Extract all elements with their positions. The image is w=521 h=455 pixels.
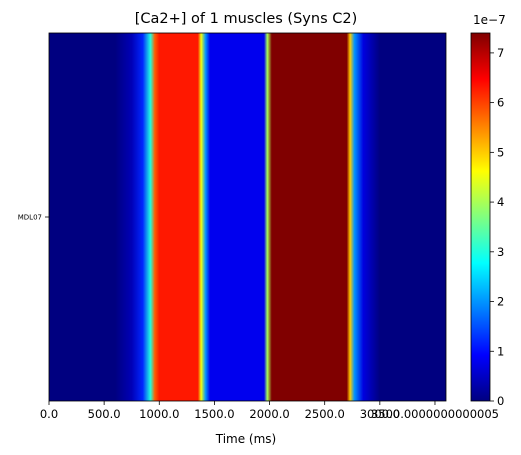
colorbar-tick-label: 6 bbox=[497, 96, 504, 110]
colorbar bbox=[471, 33, 490, 401]
x-tick-label: 0.0 bbox=[40, 407, 58, 421]
colorbar-axis: 0 1 2 3 4 5 6 7 bbox=[490, 46, 504, 408]
colorbar-frame bbox=[470, 32, 491, 402]
colorbar-tick-label: 1 bbox=[497, 344, 504, 358]
x-axis: 0.0 500.0 1000.0 1500.0 2000.0 2500.0 3000.035… bbox=[40, 401, 499, 421]
x-tick-label: 1000.0 bbox=[139, 407, 179, 421]
y-tick-label: MDL07 bbox=[18, 214, 42, 222]
x-axis-label: Time (ms) bbox=[215, 432, 277, 446]
x-tick-label: 2500.0 bbox=[305, 407, 345, 421]
x-tick-label: 3500.0000000000005 bbox=[371, 407, 499, 421]
x-tick-label: 2000.0 bbox=[249, 407, 289, 421]
colorbar-tick-label: 0 bbox=[497, 394, 504, 408]
x-tick-label: 500.0 bbox=[88, 407, 121, 421]
colorbar-tick-label: 4 bbox=[497, 195, 504, 209]
colorbar-tick-label: 7 bbox=[497, 46, 504, 60]
colorbar-exponent-label: 1e−7 bbox=[473, 13, 506, 27]
colorbar-tick-label: 2 bbox=[497, 295, 504, 309]
colorbar-tick-label: 3 bbox=[497, 245, 504, 259]
chart-title: [Ca2+] of 1 muscles (Syns C2) bbox=[135, 11, 357, 27]
x-tick-label: 3000.0 bbox=[360, 407, 400, 421]
colorbar-tick-label: 5 bbox=[497, 145, 504, 159]
y-axis: MDL07 bbox=[18, 214, 49, 222]
heatmap-area bbox=[49, 33, 446, 401]
x-tick-label: 1500.0 bbox=[194, 407, 234, 421]
